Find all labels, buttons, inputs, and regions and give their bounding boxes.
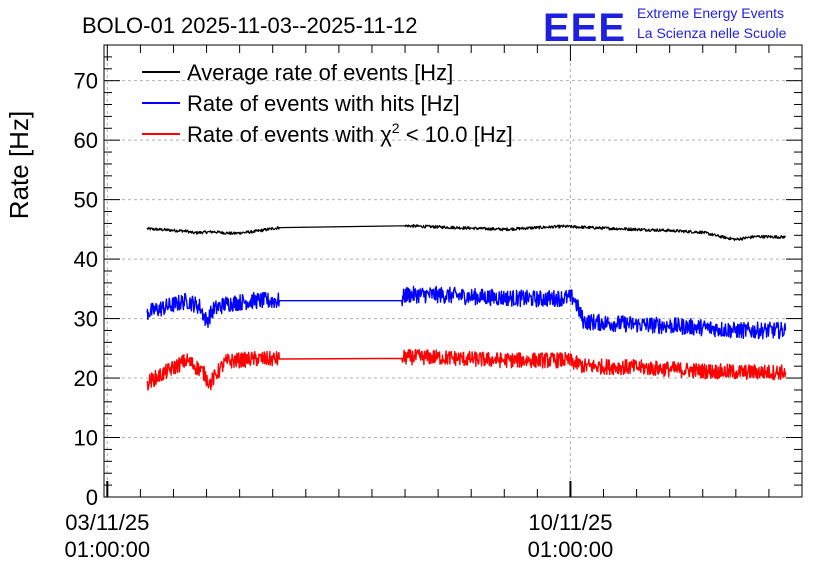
legend-label-hits: Rate of events with hits [Hz]	[187, 91, 460, 116]
axis-ticks	[104, 44, 802, 498]
legend-label-chi2: Rate of events with χ2 < 10.0 [Hz]	[187, 120, 513, 147]
y-tick-label: 70	[74, 69, 98, 94]
x-tick-label-date: 10/11/25	[528, 510, 612, 535]
legend-chi2-symbol: χ	[380, 122, 392, 147]
y-tick-label: 50	[74, 188, 98, 213]
plot-frame	[103, 44, 803, 498]
logo-line-1: Extreme Energy Events	[637, 5, 784, 21]
eee-logo: EEE Extreme Energy Events La Scienza nel…	[543, 5, 787, 50]
legend-chi2-sup: 2	[392, 120, 400, 136]
series	[146, 224, 787, 391]
y-tick-label: 10	[74, 426, 98, 451]
series-chi2-line	[146, 348, 787, 391]
legend-chi2-suffix: < 10.0 [Hz]	[400, 122, 513, 147]
series-average-line	[146, 224, 787, 242]
y-tick-label: 0	[86, 485, 98, 510]
y-tick-label: 40	[74, 247, 98, 272]
x-tick-label-date: 03/11/25	[65, 510, 149, 535]
legend: Average rate of events [Hz] Rate of even…	[142, 60, 513, 147]
y-axis-label: Rate [Hz]	[4, 111, 34, 219]
series-hits-line	[146, 285, 787, 340]
grid	[104, 45, 802, 497]
x-tick-label-time: 01:00:00	[64, 537, 150, 562]
legend-label-average: Average rate of events [Hz]	[187, 60, 453, 85]
y-tick-label: 20	[74, 366, 98, 391]
chart-title: BOLO-01 2025-11-03--2025-11-12	[82, 13, 418, 38]
y-tick-label: 60	[74, 128, 98, 153]
legend-chi2-prefix: Rate of events with	[187, 122, 380, 147]
eee-logo-mark: EEE	[543, 6, 626, 50]
y-tick-labels: 0 10 20 30 40 50 60 70	[74, 69, 98, 510]
y-tick-label: 30	[74, 307, 98, 332]
x-tick-label-time: 01:00:00	[528, 537, 614, 562]
logo-line-2: La Scienza nelle Scuole	[637, 25, 787, 41]
